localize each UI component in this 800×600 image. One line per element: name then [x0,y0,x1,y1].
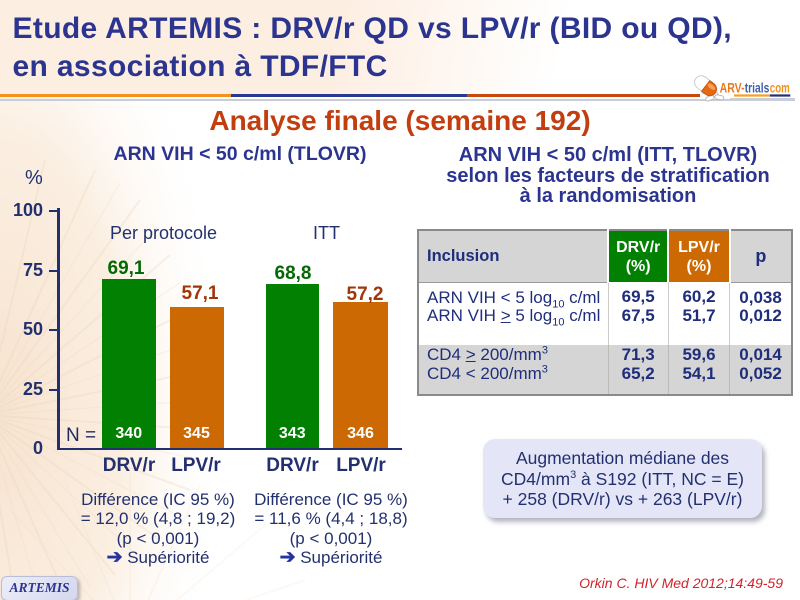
svg-text:trials: trials [745,80,770,96]
svg-text:com: com [770,80,790,96]
svg-text:ARV-: ARV- [720,80,745,96]
